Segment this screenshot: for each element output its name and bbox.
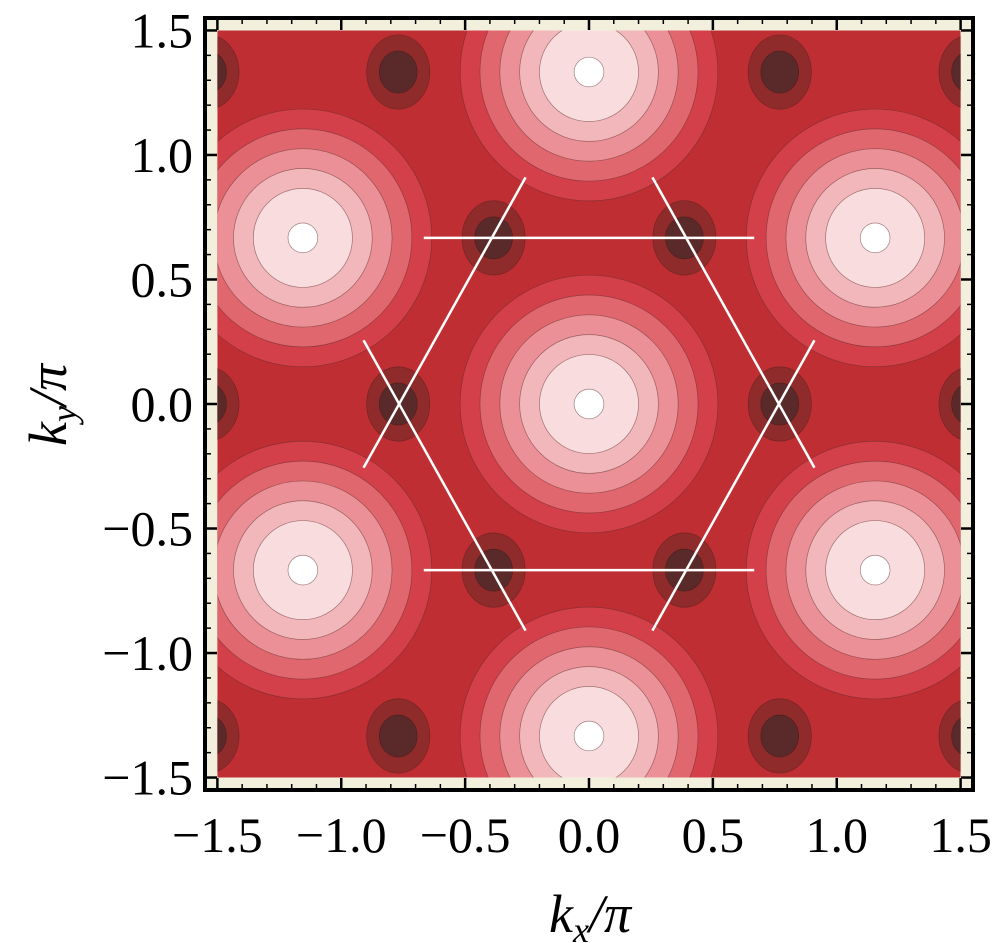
x-tick-label: −0.5: [420, 807, 511, 863]
minimum-mark: [938, 368, 961, 440]
contour-field: [217, 30, 961, 778]
maximum-peak: [746, 108, 961, 368]
bz-line: [362, 176, 527, 469]
bz-line: [362, 339, 527, 632]
y-tick-label: 1.0: [131, 127, 194, 183]
brillouin-zone-lines: [362, 176, 816, 632]
x-tick-label: 0.0: [558, 807, 621, 863]
bz-line: [651, 176, 816, 469]
x-tick-label: −1.5: [172, 807, 263, 863]
minimum-mark: [938, 36, 961, 108]
minimum-mark: [366, 698, 431, 774]
y-tick-label: 0.0: [131, 376, 194, 432]
minimum-mark: [217, 368, 240, 440]
maximum-peak: [459, 274, 719, 534]
x-tick-label: 1.5: [929, 807, 992, 863]
y-tick-label: −1.0: [102, 625, 193, 681]
x-axis-label: kx/π: [549, 884, 633, 943]
y-tick-label: −1.5: [102, 750, 193, 806]
x-tick-label: 1.0: [805, 807, 868, 863]
minimum-mark: [938, 700, 961, 772]
y-axis-label: ky/π: [18, 362, 84, 446]
x-tick-label: 0.5: [682, 807, 745, 863]
maximum-peak: [217, 440, 432, 700]
minimum-mark: [217, 700, 240, 772]
maximum-peak: [459, 30, 719, 202]
minimum-mark: [747, 34, 812, 110]
minimum-mark: [366, 34, 431, 110]
maximum-peak: [746, 440, 961, 700]
maximum-peak: [459, 606, 719, 778]
axis-tick-labels: −1.5 −1.0 −0.5 0.0 0.5 1.0 1.5 −1.5 −1.0 −0.5 0.0 0…: [102, 2, 992, 863]
axis-ticks: [205, 18, 973, 790]
y-tick-label: −0.5: [102, 501, 193, 557]
minimum-mark: [217, 36, 240, 108]
y-tick-label: 0.5: [131, 251, 194, 307]
y-tick-label: 1.5: [131, 2, 194, 58]
maximum-peak: [217, 108, 432, 368]
bz-line: [651, 339, 816, 632]
x-tick-label: −1.0: [296, 807, 387, 863]
minimum-mark: [747, 698, 812, 774]
